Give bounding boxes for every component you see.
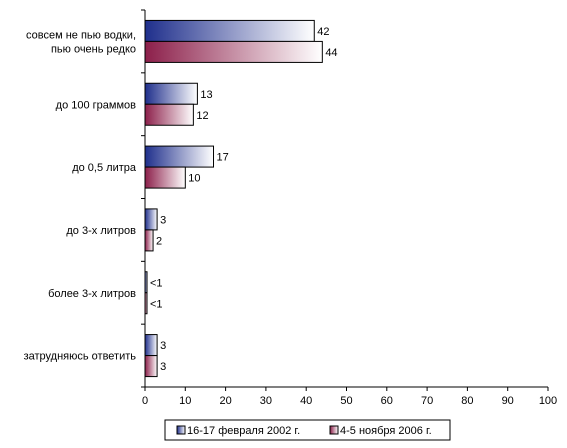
category-label: до 0,5 литра <box>72 162 137 174</box>
data-label: <1 <box>150 298 163 310</box>
x-tick-label: 30 <box>260 395 272 407</box>
bar-series-2 <box>144 166 186 189</box>
category-label: пью очень редко <box>51 43 136 55</box>
bar-series-2 <box>144 229 154 252</box>
plot-area: 0 10 20 30 40 50 60 70 80 90 100 совсем не пью водк… <box>24 9 557 407</box>
legend-label: 16-17 февраля 2002 г. <box>187 425 300 437</box>
data-label: 42 <box>317 26 329 38</box>
legend-label: 4-5 ноября 2006 г. <box>340 425 432 437</box>
bar-series-2 <box>144 40 323 63</box>
x-tick-label: 70 <box>421 395 433 407</box>
bar-series-1 <box>144 271 148 294</box>
data-label: 3 <box>160 214 166 226</box>
data-label: 17 <box>217 152 229 164</box>
bar-series-1 <box>144 82 198 105</box>
x-tick-label: 100 <box>539 395 557 407</box>
x-tick-label: 80 <box>461 395 473 407</box>
bar-series-1 <box>144 19 315 42</box>
data-label: 12 <box>196 110 208 122</box>
x-tick-label: 50 <box>340 395 352 407</box>
data-label: 3 <box>160 340 166 352</box>
legend: 16-17 февраля 2002 г. 4-5 ноября 2006 г. <box>164 419 451 441</box>
data-label: 44 <box>325 47 337 59</box>
bar-series-2 <box>144 355 158 378</box>
legend-swatch <box>176 425 186 435</box>
legend-swatch <box>329 425 339 435</box>
bar-series-2 <box>144 292 148 315</box>
x-tick-label: 90 <box>502 395 514 407</box>
category-label: до 100 граммов <box>56 99 136 111</box>
x-tick-label: 10 <box>179 395 191 407</box>
bar-series-1 <box>144 145 215 168</box>
data-label: <1 <box>150 277 163 289</box>
x-tick-label: 20 <box>219 395 231 407</box>
data-label: 2 <box>156 235 162 247</box>
category-label: более 3-х литров <box>48 288 136 300</box>
bar-series-2 <box>144 103 194 126</box>
bar-series-1 <box>144 334 158 357</box>
data-label: 3 <box>160 361 166 373</box>
data-label: 10 <box>188 173 200 185</box>
x-tick-label: 60 <box>381 395 393 407</box>
x-tick-label: 40 <box>300 395 312 407</box>
category-label: до 3-х литров <box>66 225 136 237</box>
category-label: затрудняюсь ответить <box>24 351 137 363</box>
x-tick-label: 0 <box>142 395 148 407</box>
bar-series-1 <box>144 208 158 231</box>
data-label: 13 <box>200 89 212 101</box>
category-label: совсем не пью водки, <box>26 29 136 41</box>
legend-box <box>164 419 451 441</box>
